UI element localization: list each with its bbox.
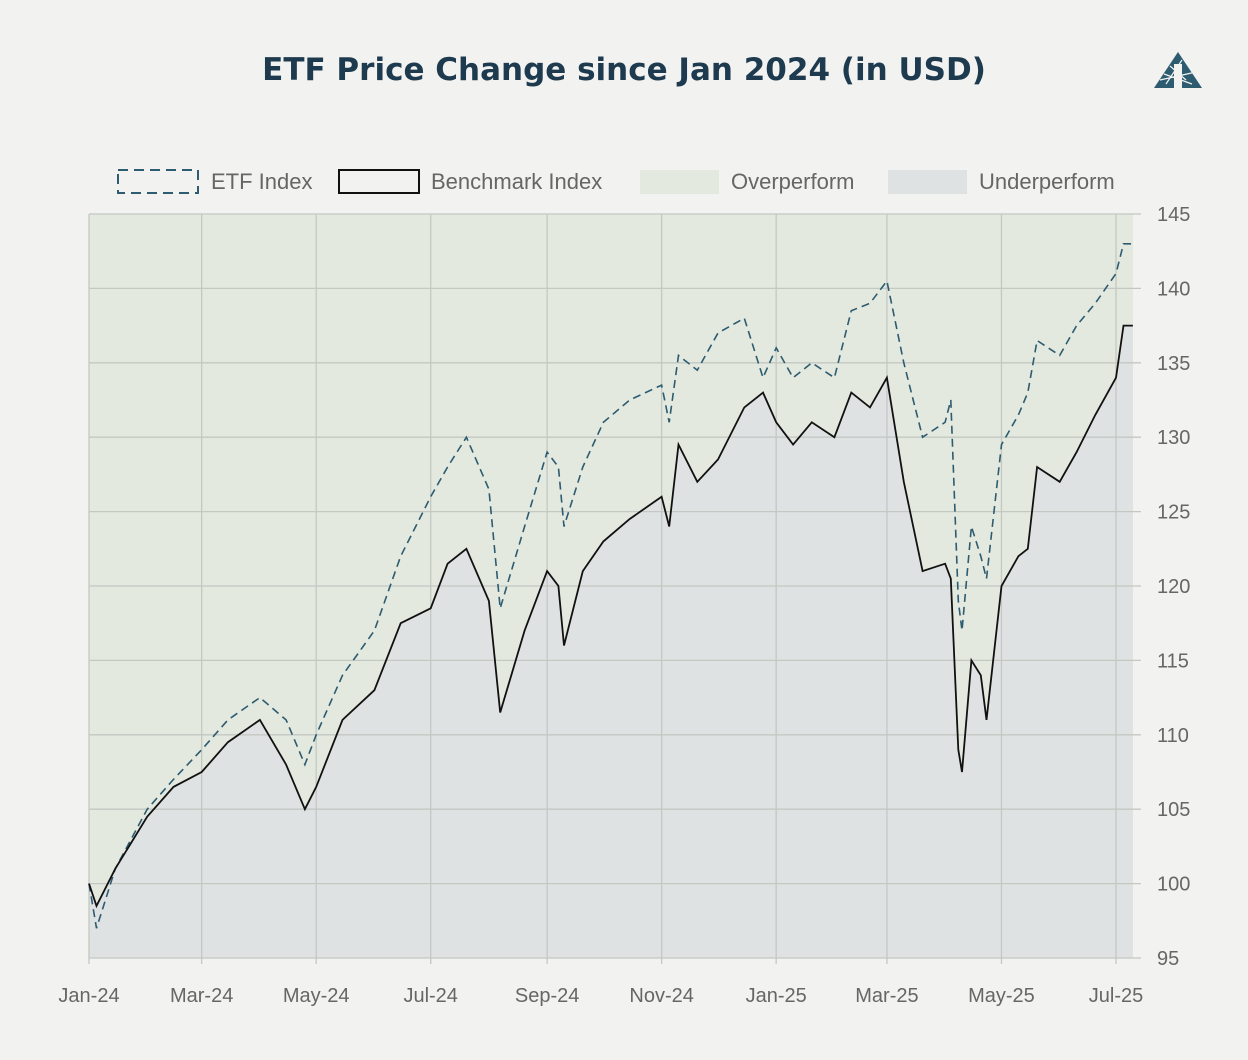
- x-tick-label: Jul-25: [1089, 985, 1143, 1007]
- y-tick-label: 145: [1157, 204, 1190, 226]
- x-tick-label: Mar-25: [855, 985, 918, 1007]
- legend-label-benchmark: Benchmark Index: [431, 169, 602, 194]
- benchmark-index-line: [88, 324, 1133, 909]
- underperform-area: [89, 325, 1133, 959]
- x-tick-label: May-24: [283, 985, 350, 1007]
- x-tick-label: Sep-24: [515, 985, 580, 1007]
- y-tick-label: 130: [1157, 427, 1190, 449]
- y-tick-label: 140: [1157, 278, 1190, 300]
- y-tick-label: 120: [1157, 576, 1190, 598]
- pyramid-logo: [1154, 52, 1202, 88]
- y-tick-label: 110: [1157, 725, 1189, 747]
- legend-label-overperform: Overperform: [731, 169, 854, 194]
- y-tick-label: 105: [1157, 799, 1190, 821]
- x-tick-label: Jan-24: [58, 985, 119, 1007]
- y-tick-label: 125: [1157, 502, 1190, 524]
- x-tick-label: Nov-24: [629, 985, 693, 1007]
- y-tick-label: 95: [1157, 948, 1179, 970]
- legend-swatch-benchmark: [338, 169, 420, 194]
- x-tick-label: Mar-24: [170, 985, 233, 1007]
- y-tick-label: 135: [1157, 353, 1190, 375]
- legend-swatch-underperform: [888, 170, 967, 194]
- legend: ETF Index Benchmark Index Overperform Un…: [117, 169, 1115, 194]
- legend-label-etf: ETF Index: [211, 169, 312, 194]
- x-tick-label: Jul-24: [403, 985, 457, 1007]
- chart-title: ETF Price Change since Jan 2024 (in USD): [262, 52, 986, 88]
- y-tick-label: 100: [1157, 874, 1190, 896]
- x-tick-label: Jan-25: [746, 985, 807, 1007]
- legend-label-underperform: Underperform: [979, 169, 1115, 194]
- legend-swatch-etf: [117, 169, 199, 194]
- legend-swatch-overperform: [640, 170, 719, 194]
- x-tick-label: May-25: [968, 985, 1035, 1007]
- y-tick-label: 115: [1157, 650, 1189, 672]
- etf-index-line: [88, 243, 1133, 929]
